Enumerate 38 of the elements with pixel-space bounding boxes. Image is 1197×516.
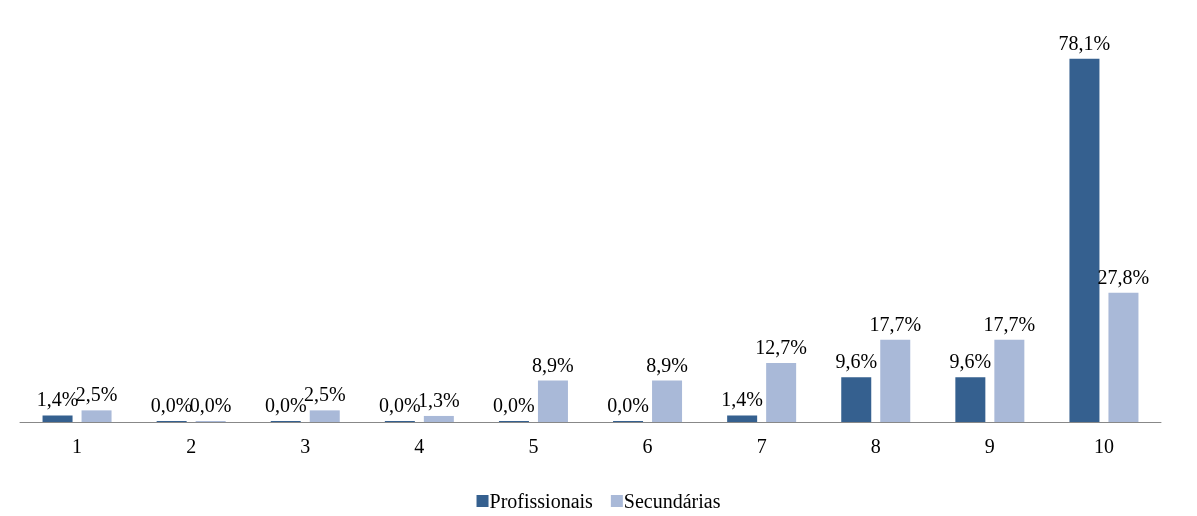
x-tick-label: 2 [186, 435, 197, 457]
x-tick-label: 4 [414, 435, 425, 457]
data-label: 9,6% [835, 350, 878, 373]
x-tick-label: 6 [642, 435, 653, 457]
legend-label: Secundárias [623, 490, 721, 512]
bar [880, 339, 911, 422]
data-label: 17,7% [869, 312, 922, 335]
bar [994, 339, 1025, 422]
legend-label: Profissionais [489, 490, 594, 512]
bar [727, 415, 758, 422]
bar [81, 410, 112, 422]
data-label: 78,1% [1058, 31, 1111, 54]
bar [423, 415, 454, 422]
data-label: 0,0% [379, 394, 421, 416]
bar [955, 377, 986, 422]
x-tick-label: 9 [984, 435, 995, 457]
bar [1108, 292, 1139, 422]
x-tick-label: 5 [528, 435, 539, 457]
data-label: 8,9% [646, 353, 688, 376]
data-label: 0,0% [607, 394, 649, 416]
data-label: 9,6% [949, 350, 992, 373]
data-label: 0,0% [493, 394, 535, 416]
data-label: 8,9% [532, 353, 574, 376]
bar [841, 377, 872, 422]
x-tick-label: 1 [72, 435, 83, 457]
x-tick-label: 8 [870, 435, 881, 457]
bar [652, 380, 683, 422]
data-label: 1,4% [721, 388, 763, 411]
x-tick-label: 7 [756, 435, 767, 457]
bar [309, 410, 340, 422]
data-label: 12,7% [755, 335, 807, 358]
bar [766, 362, 797, 422]
data-label: 17,7% [983, 312, 1036, 335]
bar [1069, 58, 1100, 422]
x-tick-label: 3 [300, 435, 311, 457]
bar [42, 415, 73, 422]
x-tick-label: 10 [1093, 435, 1114, 457]
bar [537, 380, 568, 422]
